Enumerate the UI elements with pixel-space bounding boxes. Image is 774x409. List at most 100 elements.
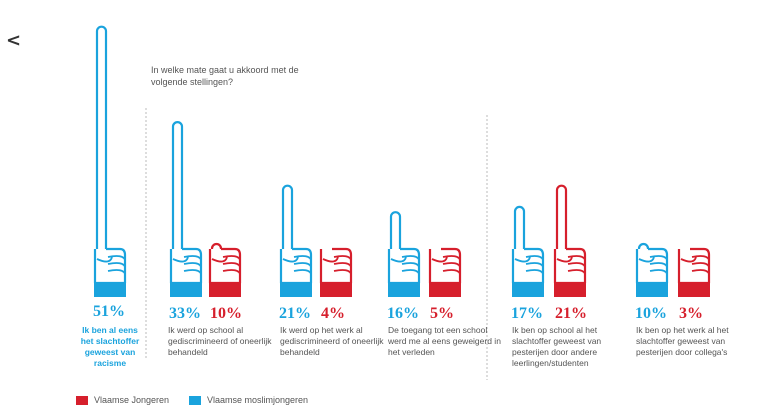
pointing-finger bbox=[555, 184, 568, 249]
hand-bar-moslimjongeren bbox=[387, 211, 421, 297]
hand-bar-jongeren bbox=[677, 247, 711, 297]
thumb-line bbox=[390, 256, 407, 263]
legend-item-jongeren: Vlaamse Jongeren bbox=[76, 395, 169, 405]
hand-cuff bbox=[209, 283, 241, 297]
knuckle-line bbox=[401, 262, 420, 268]
fist bbox=[319, 247, 353, 285]
data-label-moslimjongeren: 16% bbox=[387, 305, 419, 322]
knuckle-line bbox=[183, 269, 202, 275]
knuckle-line bbox=[567, 269, 586, 275]
knuckle-line bbox=[525, 269, 544, 275]
hand-cuff bbox=[678, 283, 710, 297]
thumb-line bbox=[514, 256, 531, 263]
hand-cuff bbox=[320, 283, 352, 297]
pointing-finger bbox=[513, 205, 526, 249]
thumb-line bbox=[211, 256, 228, 263]
thumb-line bbox=[680, 256, 697, 263]
thumb-line bbox=[282, 256, 299, 263]
knuckle-line bbox=[107, 255, 126, 261]
knuckle-line bbox=[401, 269, 420, 275]
data-label-jongeren: 4% bbox=[321, 305, 345, 322]
hand-cuff bbox=[512, 283, 544, 297]
knuckle-line bbox=[691, 255, 710, 261]
knuckle-line bbox=[691, 269, 710, 275]
knuckle-line bbox=[567, 255, 586, 261]
hand-cuff bbox=[554, 283, 586, 297]
data-label-moslimjongeren: 10% bbox=[635, 305, 667, 322]
knuckle-line bbox=[107, 269, 126, 275]
fist bbox=[169, 247, 203, 285]
category-label: De toegang tot een school werd me al een… bbox=[388, 325, 501, 357]
fist bbox=[677, 247, 711, 285]
hand-cuff bbox=[170, 283, 202, 297]
data-label-moslimjongeren: 51% bbox=[93, 303, 125, 320]
pointing-finger bbox=[95, 25, 108, 249]
hand-cuff bbox=[94, 283, 126, 297]
fist bbox=[635, 247, 669, 285]
fist bbox=[208, 247, 242, 285]
knuckle-line bbox=[442, 255, 461, 261]
thumb-line bbox=[638, 256, 655, 263]
data-label-jongeren: 10% bbox=[210, 305, 242, 322]
hand-bar-moslimjongeren bbox=[169, 121, 203, 297]
knuckle-line bbox=[442, 269, 461, 275]
thumb-line bbox=[556, 256, 573, 263]
thumb-line bbox=[96, 256, 113, 263]
knuckle-line bbox=[649, 262, 668, 268]
back-button[interactable]: < bbox=[6, 30, 22, 51]
thumb-line bbox=[172, 256, 189, 263]
pointing-finger bbox=[171, 121, 184, 249]
knuckle-line bbox=[333, 269, 352, 275]
category-label: Ik ben op het werk al het slachtoffer ge… bbox=[636, 325, 729, 357]
hand-bar-moslimjongeren bbox=[279, 184, 313, 297]
hand-bar-moslimjongeren bbox=[511, 205, 545, 297]
hand-bar-jongeren bbox=[553, 184, 587, 297]
hand-cuff bbox=[429, 283, 461, 297]
thumb-line bbox=[431, 256, 448, 263]
chart-question: In welke mate gaat u akkoord met de volg… bbox=[151, 65, 299, 87]
knuckle-line bbox=[525, 262, 544, 268]
knuckle-line bbox=[183, 255, 202, 261]
knuckle-line bbox=[333, 255, 352, 261]
hand-bar-jongeren bbox=[319, 247, 353, 297]
hand-bar-moslimjongeren bbox=[93, 25, 127, 297]
knuckle-line bbox=[649, 269, 668, 275]
category-label: Ik ben op school al het slachtoffer gewe… bbox=[512, 325, 602, 368]
fist bbox=[279, 247, 313, 285]
legend-item-moslimjongeren: Vlaamse moslimjongeren bbox=[189, 395, 308, 405]
fist bbox=[511, 247, 545, 285]
data-label-moslimjongeren: 21% bbox=[279, 305, 311, 322]
fist bbox=[553, 247, 587, 285]
hand-cuff bbox=[388, 283, 420, 297]
knuckle-line bbox=[567, 262, 586, 268]
legend-swatch bbox=[76, 395, 88, 405]
knuckle-line bbox=[222, 269, 241, 275]
pointing-finger bbox=[637, 242, 650, 249]
data-label-moslimjongeren: 33% bbox=[169, 305, 201, 322]
knuckle-line bbox=[333, 262, 352, 268]
pointing-finger bbox=[210, 242, 223, 249]
legend-label: Vlaamse moslimjongeren bbox=[207, 395, 309, 405]
knuckle-line bbox=[293, 262, 312, 268]
pointing-finger bbox=[281, 184, 294, 249]
knuckle-line bbox=[183, 262, 202, 268]
legend-swatch bbox=[189, 395, 201, 405]
hand-cuff bbox=[280, 283, 312, 297]
knuckle-line bbox=[401, 255, 420, 261]
data-label-jongeren: 3% bbox=[679, 305, 703, 322]
legend-label: Vlaamse Jongeren bbox=[94, 395, 170, 405]
data-label-jongeren: 5% bbox=[430, 305, 454, 322]
knuckle-line bbox=[293, 269, 312, 275]
hand-cuff bbox=[636, 283, 668, 297]
knuckle-line bbox=[442, 262, 461, 268]
knuckle-line bbox=[293, 255, 312, 261]
fist bbox=[93, 247, 127, 285]
knuckle-line bbox=[525, 255, 544, 261]
fist bbox=[387, 247, 421, 285]
data-label-moslimjongeren: 17% bbox=[511, 305, 543, 322]
category-label: Ik werd op het werk al gediscrimineerd o… bbox=[280, 325, 384, 357]
fist bbox=[428, 247, 462, 285]
knuckle-line bbox=[691, 262, 710, 268]
hand-bar-moslimjongeren bbox=[635, 242, 669, 297]
pointing-finger bbox=[389, 211, 402, 249]
